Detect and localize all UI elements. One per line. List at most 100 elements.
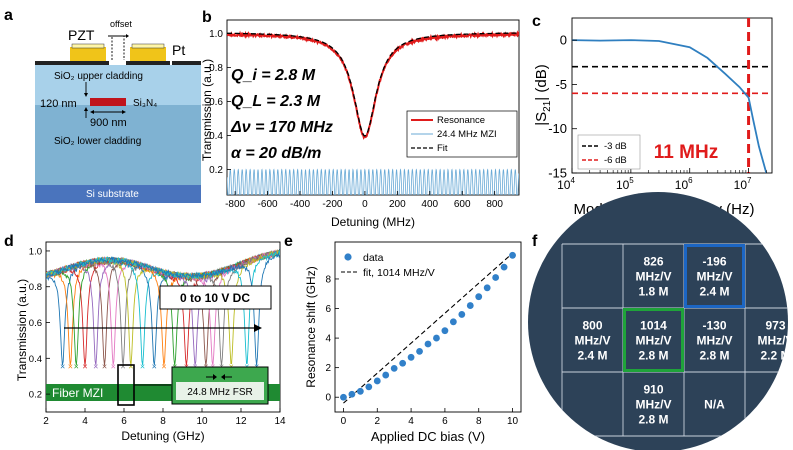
panel-e-chart: 0 2 4 6 8 10 0 2 4 6 8 Applied DC bias (V) Resonan… bbox=[304, 241, 522, 444]
x-tick-label: 0 bbox=[341, 416, 347, 427]
s21-response-line bbox=[572, 39, 768, 173]
resonance-marker: × bbox=[120, 361, 125, 371]
x-tick-label: 107 bbox=[734, 176, 752, 192]
y-tick-label: 0.4 bbox=[29, 354, 42, 365]
highlighted-die bbox=[684, 244, 745, 308]
x-tick-label: 12 bbox=[235, 416, 247, 427]
resonance-marker: × bbox=[229, 361, 234, 371]
lower-cladding bbox=[35, 105, 201, 185]
resonance-marker: × bbox=[68, 361, 73, 371]
y-tick-label: 1.0 bbox=[209, 29, 223, 40]
data-point bbox=[509, 251, 516, 259]
panel-label-e: e bbox=[284, 233, 293, 250]
resonance-marker: × bbox=[203, 361, 208, 371]
x-tick-label: -800 bbox=[225, 199, 245, 210]
upper-cladding-label: SiO₂ upper cladding bbox=[54, 71, 143, 82]
y-tick-label: 2 bbox=[325, 363, 331, 374]
panel-b-chart: -800 -600 -400 -200 0 200 400 600 800 0.2 0.4 0.6 0.… bbox=[200, 19, 520, 229]
die-label: 2.4 M bbox=[577, 349, 607, 363]
die-label: MHz/V bbox=[636, 334, 672, 348]
data-point bbox=[348, 390, 356, 398]
pzt-right bbox=[130, 47, 166, 61]
data-point bbox=[373, 377, 381, 385]
fit-series-line bbox=[227, 32, 519, 137]
legend-6db: -6 dB bbox=[604, 155, 627, 166]
die-label: 1014 bbox=[640, 319, 667, 333]
annotation-qi: Q_i = 2.8 M bbox=[231, 67, 316, 84]
mzi-series-line bbox=[227, 168, 519, 195]
x-tick-label: 2 bbox=[43, 416, 49, 427]
x-tick-label: -400 bbox=[290, 199, 310, 210]
y-tick-label: -5 bbox=[555, 77, 567, 92]
y-tick-label: 8 bbox=[325, 274, 331, 285]
x-tick-label: -200 bbox=[322, 199, 342, 210]
fsr-label: 24.8 MHz FSR bbox=[187, 387, 253, 398]
x-tick-label: 10 bbox=[507, 416, 519, 427]
panel-label-d: d bbox=[4, 233, 14, 250]
panel-d-chart: × × × × × × × × × × × × × × × × × × × × × 2 4 6 8 10 12 140.20.40.… bbox=[15, 241, 286, 443]
data-point bbox=[382, 371, 390, 379]
y-tick-label: 0.4 bbox=[209, 131, 223, 142]
die-label: MHz/V bbox=[758, 334, 793, 348]
pt-electrode-right bbox=[172, 61, 201, 65]
x-tick-label: 6 bbox=[442, 416, 448, 427]
offset-label: offset bbox=[110, 19, 132, 29]
y-tick-label: 0 bbox=[560, 33, 567, 48]
die-label: -130 bbox=[702, 319, 726, 333]
resonance-marker: × bbox=[93, 361, 98, 371]
x-tick-label: 106 bbox=[675, 176, 693, 192]
resonance-marker: × bbox=[74, 361, 79, 371]
panel-label-b: b bbox=[202, 9, 212, 26]
data-point bbox=[416, 347, 423, 355]
bandwidth-annotation: 11 MHz bbox=[654, 142, 718, 163]
data-point bbox=[433, 334, 440, 342]
y-tick-label: 0.2 bbox=[209, 165, 223, 176]
legend: Resonance 24.4 MHz MZI Fit bbox=[406, 110, 518, 158]
fit-line bbox=[343, 252, 513, 404]
data-point bbox=[500, 263, 508, 271]
die-label: N/A bbox=[704, 398, 725, 412]
data-point bbox=[449, 318, 457, 326]
pt-electrode-left bbox=[35, 61, 65, 65]
panel-a-cross-section: PZT Pt offset SiO₂ upper cladding Si₃N₄ … bbox=[35, 19, 201, 203]
pt-label: Pt bbox=[172, 42, 185, 58]
legend-data: data bbox=[363, 252, 384, 264]
y-tick-label: 0.6 bbox=[209, 97, 223, 108]
x-tick-label: 200 bbox=[389, 199, 406, 210]
y-axis-label: Transmission (a.u.) bbox=[15, 279, 29, 381]
die-label: MHz/V bbox=[575, 334, 611, 348]
x-tick-label: 800 bbox=[486, 199, 503, 210]
y-tick-label: 0.8 bbox=[29, 282, 42, 293]
die-label: MHz/V bbox=[636, 398, 672, 412]
legend-3db: -3 dB bbox=[604, 141, 627, 152]
x-tick-label: 14 bbox=[274, 416, 286, 427]
dc-sweep-box bbox=[159, 285, 272, 310]
y-tick-label: 6 bbox=[325, 304, 331, 315]
resonance-marker: × bbox=[172, 361, 177, 371]
x-tick-label: 4 bbox=[82, 416, 88, 427]
x-tick-label: 400 bbox=[421, 199, 438, 210]
nitride-waveguide bbox=[90, 98, 126, 106]
y-axis-label: |S21| (dB) bbox=[533, 64, 553, 125]
offset-bracket bbox=[111, 35, 125, 60]
data-point bbox=[356, 387, 364, 395]
data-point bbox=[340, 393, 347, 401]
pzt-left bbox=[70, 47, 106, 61]
transmission-trace bbox=[46, 252, 280, 366]
resonance-marker: × bbox=[60, 361, 65, 371]
panel-label-c: c bbox=[532, 13, 541, 30]
resonance-marker: × bbox=[161, 361, 166, 371]
y-tick-label: -15 bbox=[548, 166, 567, 181]
bottom-electrode-right bbox=[126, 61, 170, 65]
axes-frame bbox=[226, 19, 520, 196]
data-point bbox=[441, 327, 449, 335]
data-point bbox=[483, 284, 491, 292]
die-label: 973 bbox=[765, 319, 785, 333]
data-point bbox=[399, 359, 407, 367]
y-tick-label: 0.2 bbox=[29, 390, 42, 401]
resonance-marker: × bbox=[254, 361, 259, 371]
x-tick-label: 4 bbox=[408, 416, 414, 427]
x-tick-label: 8 bbox=[160, 416, 166, 427]
